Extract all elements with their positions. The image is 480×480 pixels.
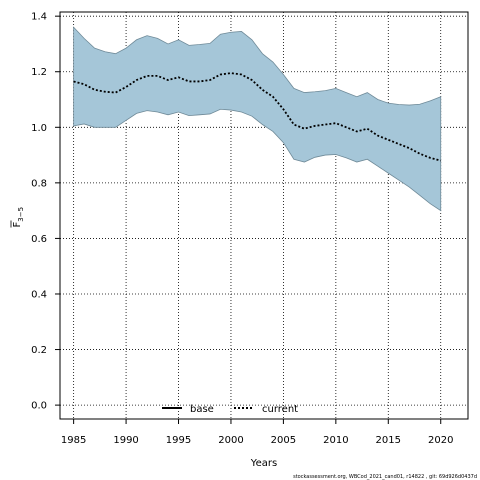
y-tick-label-2: 0.4 (31, 289, 47, 300)
grid (60, 12, 468, 419)
x-tick-label-1990: 1990 (113, 435, 138, 446)
y-axis-title-subscript: 3−5 (17, 207, 25, 222)
y-axis-title-letter: F (12, 222, 23, 228)
series-layer (73, 72, 441, 162)
y-tick-label-1: 0.2 (31, 345, 47, 356)
y-tick-label-7: 1.4 (31, 12, 47, 23)
y-axis-title-main: F3−5 (12, 207, 25, 228)
confidence-band (73, 26, 442, 212)
footer-note: stockassessment.org, WBCod_2021_cand01, … (293, 474, 477, 480)
x-tick-label-2000: 2000 (218, 435, 243, 446)
x-tick-label-2015: 2015 (376, 435, 401, 446)
plot-frame (59, 11, 469, 420)
legend-label-current: current (262, 404, 298, 415)
legend-label-base: base (190, 404, 214, 415)
legend: base current (162, 404, 298, 415)
x-axis: 1985 1990 1995 2000 2005 2010 2015 2020 (61, 419, 453, 446)
y-tick-label-4: 0.8 (31, 178, 47, 189)
confidence-band-layer (73, 26, 442, 212)
x-tick-label-2010: 2010 (323, 435, 348, 446)
x-axis-title: Years (250, 458, 277, 469)
y-axis: 0.0 0.2 0.4 0.6 0.8 1.0 1.2 1.4 (31, 12, 60, 412)
x-tick-label-1985: 1985 (61, 435, 86, 446)
x-tick-label-1995: 1995 (166, 435, 191, 446)
y-axis-title: F3−5 (10, 207, 25, 228)
y-tick-label-0: 0.0 (31, 401, 47, 412)
series-line-current (73, 72, 441, 162)
y-tick-label-5: 1.0 (31, 123, 47, 134)
x-tick-label-2020: 2020 (428, 435, 453, 446)
x-tick-label-2005: 2005 (271, 435, 296, 446)
y-tick-label-3: 0.6 (31, 234, 47, 245)
y-tick-label-6: 1.2 (31, 67, 47, 78)
